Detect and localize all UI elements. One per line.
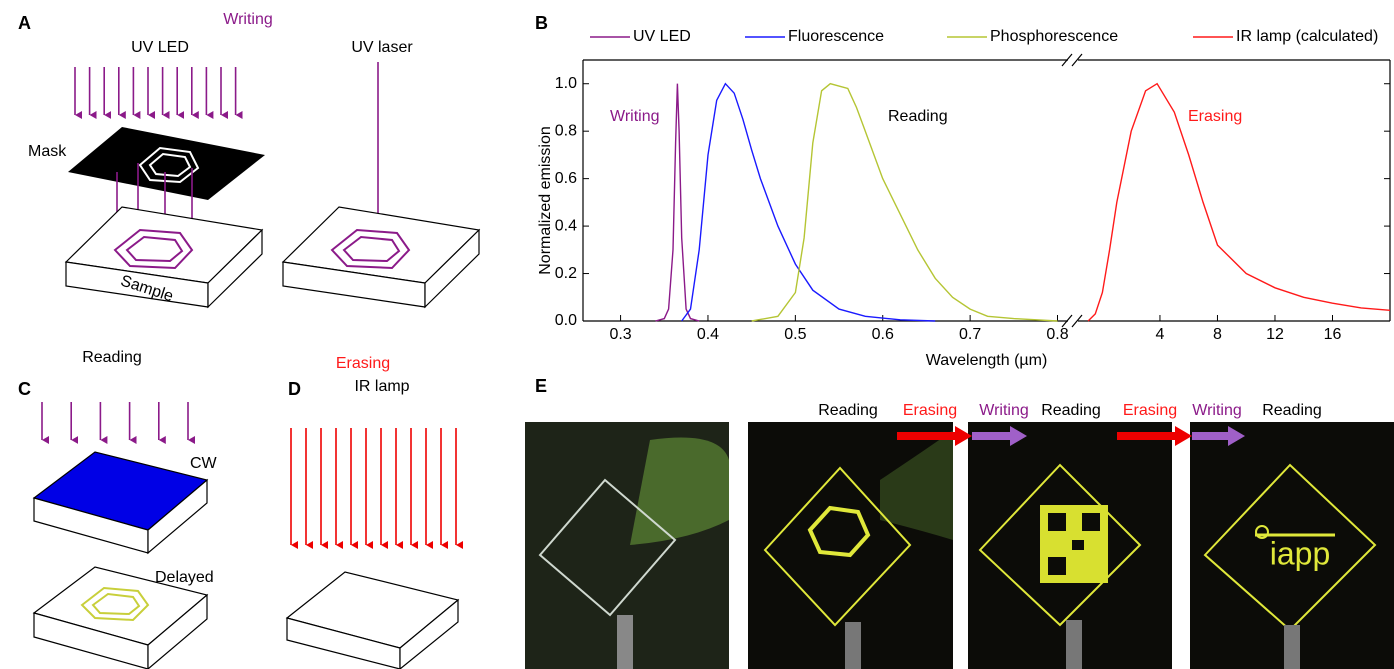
erasing-label: Erasing [336,355,390,372]
sequence: Reading Erasing Writing Reading Erasing Writi… [818,402,1322,419]
y-tick-label: 0.4 [555,217,577,234]
x-tick-label: 0.3 [609,326,631,343]
panel-label: D [288,379,301,399]
uv-arrows [75,67,236,115]
photo [968,422,1172,669]
step-label: Erasing [903,402,957,419]
x-tick-label: 0.4 [697,326,719,343]
legend-label: IR lamp (calculated) [1236,28,1378,45]
sample-box [283,207,479,307]
step-label: Reading [818,402,878,419]
photo [748,422,953,669]
annotation: Erasing [1188,108,1242,125]
step-label: Reading [1041,402,1101,419]
y-tick-label: 0.6 [555,170,577,187]
legend-label: Phosphorescence [990,28,1118,45]
x-tick-label: 8 [1213,326,1222,343]
y-axis-title: Normalized emission [537,126,554,275]
photo: iapp [1190,422,1394,669]
uv-laser-label: UV laser [351,39,413,56]
sample-box [287,572,458,669]
annotation: Writing [610,108,660,125]
panel-label: C [18,379,31,399]
step-label: Writing [1192,402,1242,419]
y-tick-label: 0.0 [555,312,577,329]
legend-label: Fluorescence [788,28,884,45]
mask-label: Mask [28,143,67,160]
step-label: Erasing [1123,402,1177,419]
cw-label: CW [190,455,218,472]
ir-lamp-label: IR lamp [354,378,409,395]
logo-text: iapp [1270,535,1331,571]
panel-label: B [535,13,548,33]
legend-label: UV LED [633,28,691,45]
step-label: Writing [979,402,1029,419]
panel-label: E [535,376,547,396]
x-tick-label: 12 [1266,326,1284,343]
panel-label: A [18,13,31,33]
sample-box [34,452,207,553]
chart: 0.0 0.2 0.4 0.6 0.8 1.0 0.3 0.4 0.5 0.6 0.7 0.8 4 8 12… [537,28,1390,369]
mask [68,127,265,200]
writing-label: Writing [223,11,273,28]
x-tick-label: 16 [1324,326,1342,343]
x-tick-label: 0.6 [872,326,894,343]
reading-label: Reading [82,349,142,366]
y-tick-label: 1.0 [555,75,577,92]
step-label: Reading [1262,402,1322,419]
x-axis-title: Wavelength (µm) [926,352,1048,369]
y-tick-label: 0.8 [555,122,577,139]
y-tick-label: 0.2 [555,265,577,282]
x-tick-label: 0.7 [959,326,981,343]
x-tick-label: 4 [1156,326,1165,343]
figure: A Writing UV LED UV laser Mask Sample B … [0,0,1394,669]
photo [525,422,729,669]
annotation: Reading [888,108,948,125]
ir-arrows [291,428,456,545]
uv-led-label: UV LED [131,39,189,56]
x-tick-label: 0.5 [784,326,806,343]
x-tick-label: 0.8 [1046,326,1068,343]
reading-arrows [42,402,188,440]
series-line [656,84,700,321]
